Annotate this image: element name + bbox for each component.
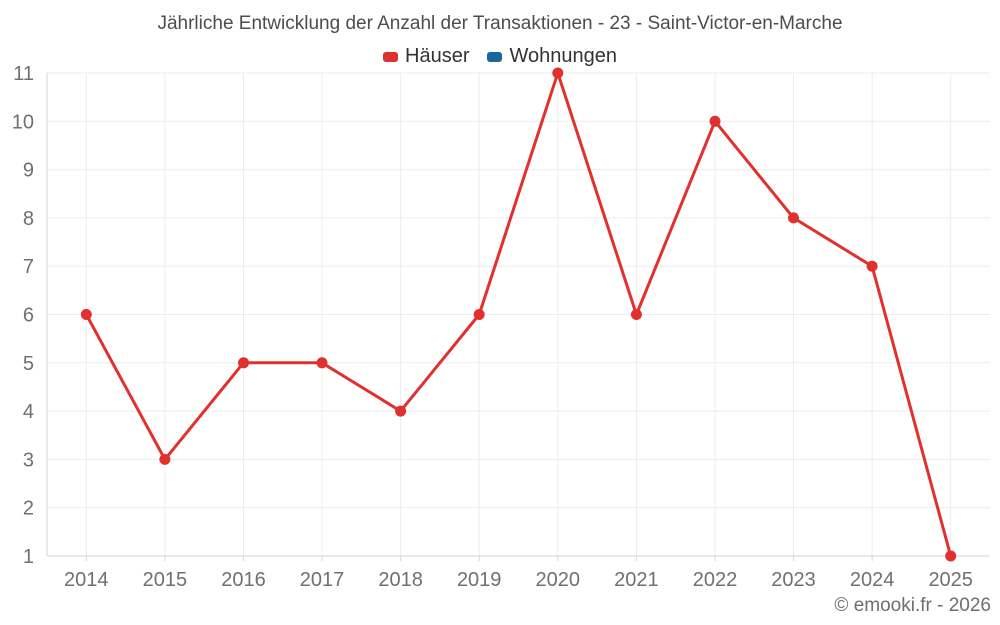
svg-text:2020: 2020 (536, 569, 581, 591)
legend-item-hauser[interactable]: Häuser (383, 45, 469, 68)
svg-text:8: 8 (23, 208, 34, 230)
copyright-footer: © emooki.fr - 2026 (834, 595, 991, 616)
svg-text:2021: 2021 (614, 569, 659, 591)
svg-text:2014: 2014 (64, 569, 109, 591)
chart-legend: Häuser Wohnungen (0, 45, 1000, 68)
svg-text:2017: 2017 (300, 569, 345, 591)
legend-label-wohnungen: Wohnungen (509, 45, 617, 67)
chart-title: Jährliche Entwicklung der Anzahl der Tra… (157, 13, 843, 34)
svg-text:2019: 2019 (457, 569, 502, 591)
svg-text:2016: 2016 (221, 569, 266, 591)
svg-text:5: 5 (23, 353, 34, 375)
svg-text:2022: 2022 (693, 569, 738, 591)
legend-swatch-wohnungen-icon (487, 51, 503, 62)
legend-swatch-hauser-icon (383, 51, 398, 62)
svg-text:9: 9 (23, 160, 34, 182)
svg-text:1: 1 (23, 546, 34, 568)
svg-text:2: 2 (23, 498, 34, 520)
svg-text:2018: 2018 (378, 569, 423, 591)
svg-text:4: 4 (23, 401, 34, 423)
svg-text:2023: 2023 (771, 569, 816, 591)
svg-text:3: 3 (23, 449, 34, 471)
legend-item-wohnungen[interactable]: Wohnungen (487, 45, 617, 68)
svg-text:6: 6 (23, 305, 34, 327)
legend-label-hauser: Häuser (405, 45, 470, 67)
svg-text:2024: 2024 (850, 569, 895, 591)
svg-text:11: 11 (13, 63, 34, 85)
svg-text:2025: 2025 (928, 569, 973, 591)
svg-text:2015: 2015 (143, 569, 188, 591)
svg-text:7: 7 (23, 256, 34, 278)
svg-text:10: 10 (12, 111, 34, 133)
